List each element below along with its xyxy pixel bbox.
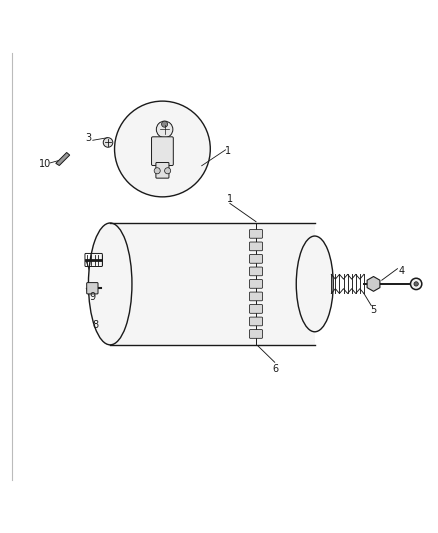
Text: 4: 4 [399,266,405,276]
FancyBboxPatch shape [250,317,262,326]
FancyBboxPatch shape [152,137,173,166]
FancyBboxPatch shape [156,163,169,178]
Text: 10: 10 [39,159,51,169]
Text: 1: 1 [225,146,231,156]
FancyBboxPatch shape [250,329,262,338]
Polygon shape [56,152,70,166]
Circle shape [162,121,168,127]
Circle shape [115,101,210,197]
Text: 9: 9 [90,292,96,302]
Circle shape [410,278,422,289]
FancyBboxPatch shape [87,282,98,294]
Ellipse shape [296,236,333,332]
FancyBboxPatch shape [250,304,262,313]
FancyBboxPatch shape [250,230,262,238]
Ellipse shape [88,223,132,345]
Circle shape [156,121,173,138]
FancyBboxPatch shape [250,242,262,251]
Circle shape [103,138,113,147]
Text: 3: 3 [85,133,92,143]
Text: 1: 1 [227,194,233,204]
FancyBboxPatch shape [110,223,315,345]
Text: 6: 6 [272,364,279,374]
Circle shape [414,282,418,286]
FancyBboxPatch shape [250,292,262,301]
FancyBboxPatch shape [250,279,262,288]
Text: 8: 8 [92,320,98,330]
Text: 5: 5 [371,305,377,315]
FancyBboxPatch shape [250,267,262,276]
Circle shape [154,168,160,174]
Polygon shape [367,277,380,292]
FancyBboxPatch shape [250,255,262,263]
Circle shape [165,168,171,174]
